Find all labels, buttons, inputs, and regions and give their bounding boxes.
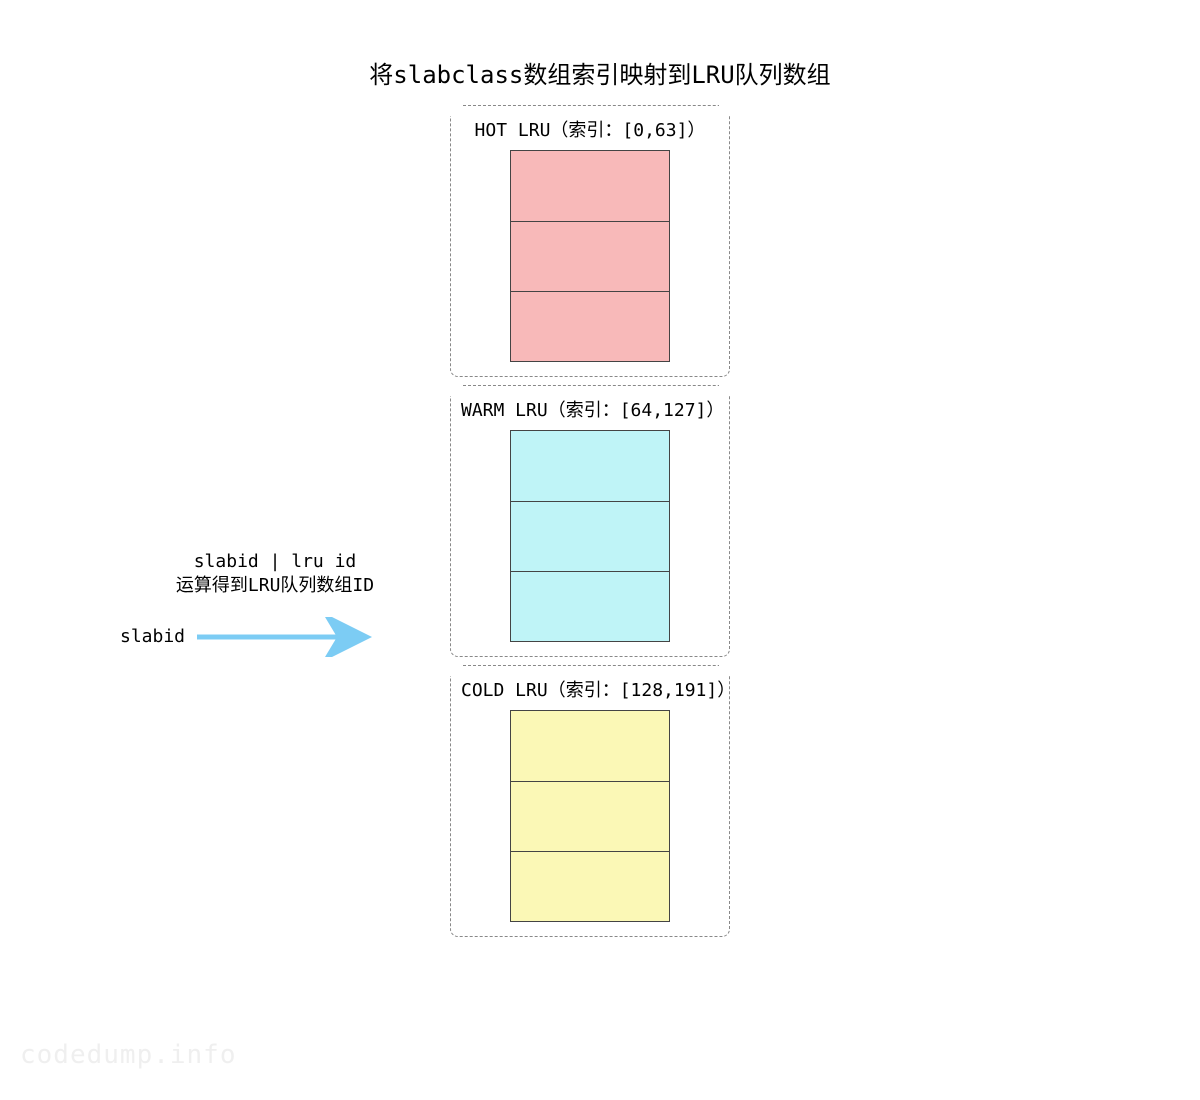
cold-lru-label: COLD LRU（索引：[128,191]） [461, 676, 719, 702]
input-block: slabid | lru id 运算得到LRU队列数组ID slabid [120, 550, 430, 657]
diagram-title: 将slabclass数组索引映射到LRU队列数组 [0, 55, 1200, 90]
arrow-icon [197, 617, 387, 657]
hot-lru-label: HOT LRU（索引：[0,63]） [461, 116, 719, 142]
op-line2: 运算得到LRU队列数组ID [176, 575, 374, 596]
arrow-row: slabid [120, 617, 430, 657]
warm-cell [511, 501, 669, 571]
watermark: codedump.info [20, 1040, 237, 1070]
warm-lru-group: WARM LRU（索引：[64,127]） [450, 385, 730, 657]
warm-lru-stack [510, 430, 670, 642]
cold-cell [511, 781, 669, 851]
hot-lru-group: HOT LRU（索引：[0,63]） [450, 105, 730, 377]
cold-cell [511, 711, 669, 781]
warm-lru-label: WARM LRU（索引：[64,127]） [461, 396, 719, 422]
op-line1: slabid | lru id [194, 551, 357, 572]
hot-cell [511, 221, 669, 291]
slabid-label: slabid [120, 626, 185, 647]
warm-cell [511, 431, 669, 501]
hot-cell [511, 291, 669, 361]
cold-lru-stack [510, 710, 670, 922]
hot-cell [511, 151, 669, 221]
cold-cell [511, 851, 669, 921]
lru-column: HOT LRU（索引：[0,63]） WARM LRU（索引：[64,127]）… [450, 105, 730, 937]
operation-text: slabid | lru id 运算得到LRU队列数组ID [120, 550, 430, 599]
warm-cell [511, 571, 669, 641]
hot-lru-stack [510, 150, 670, 362]
cold-lru-group: COLD LRU（索引：[128,191]） [450, 665, 730, 937]
